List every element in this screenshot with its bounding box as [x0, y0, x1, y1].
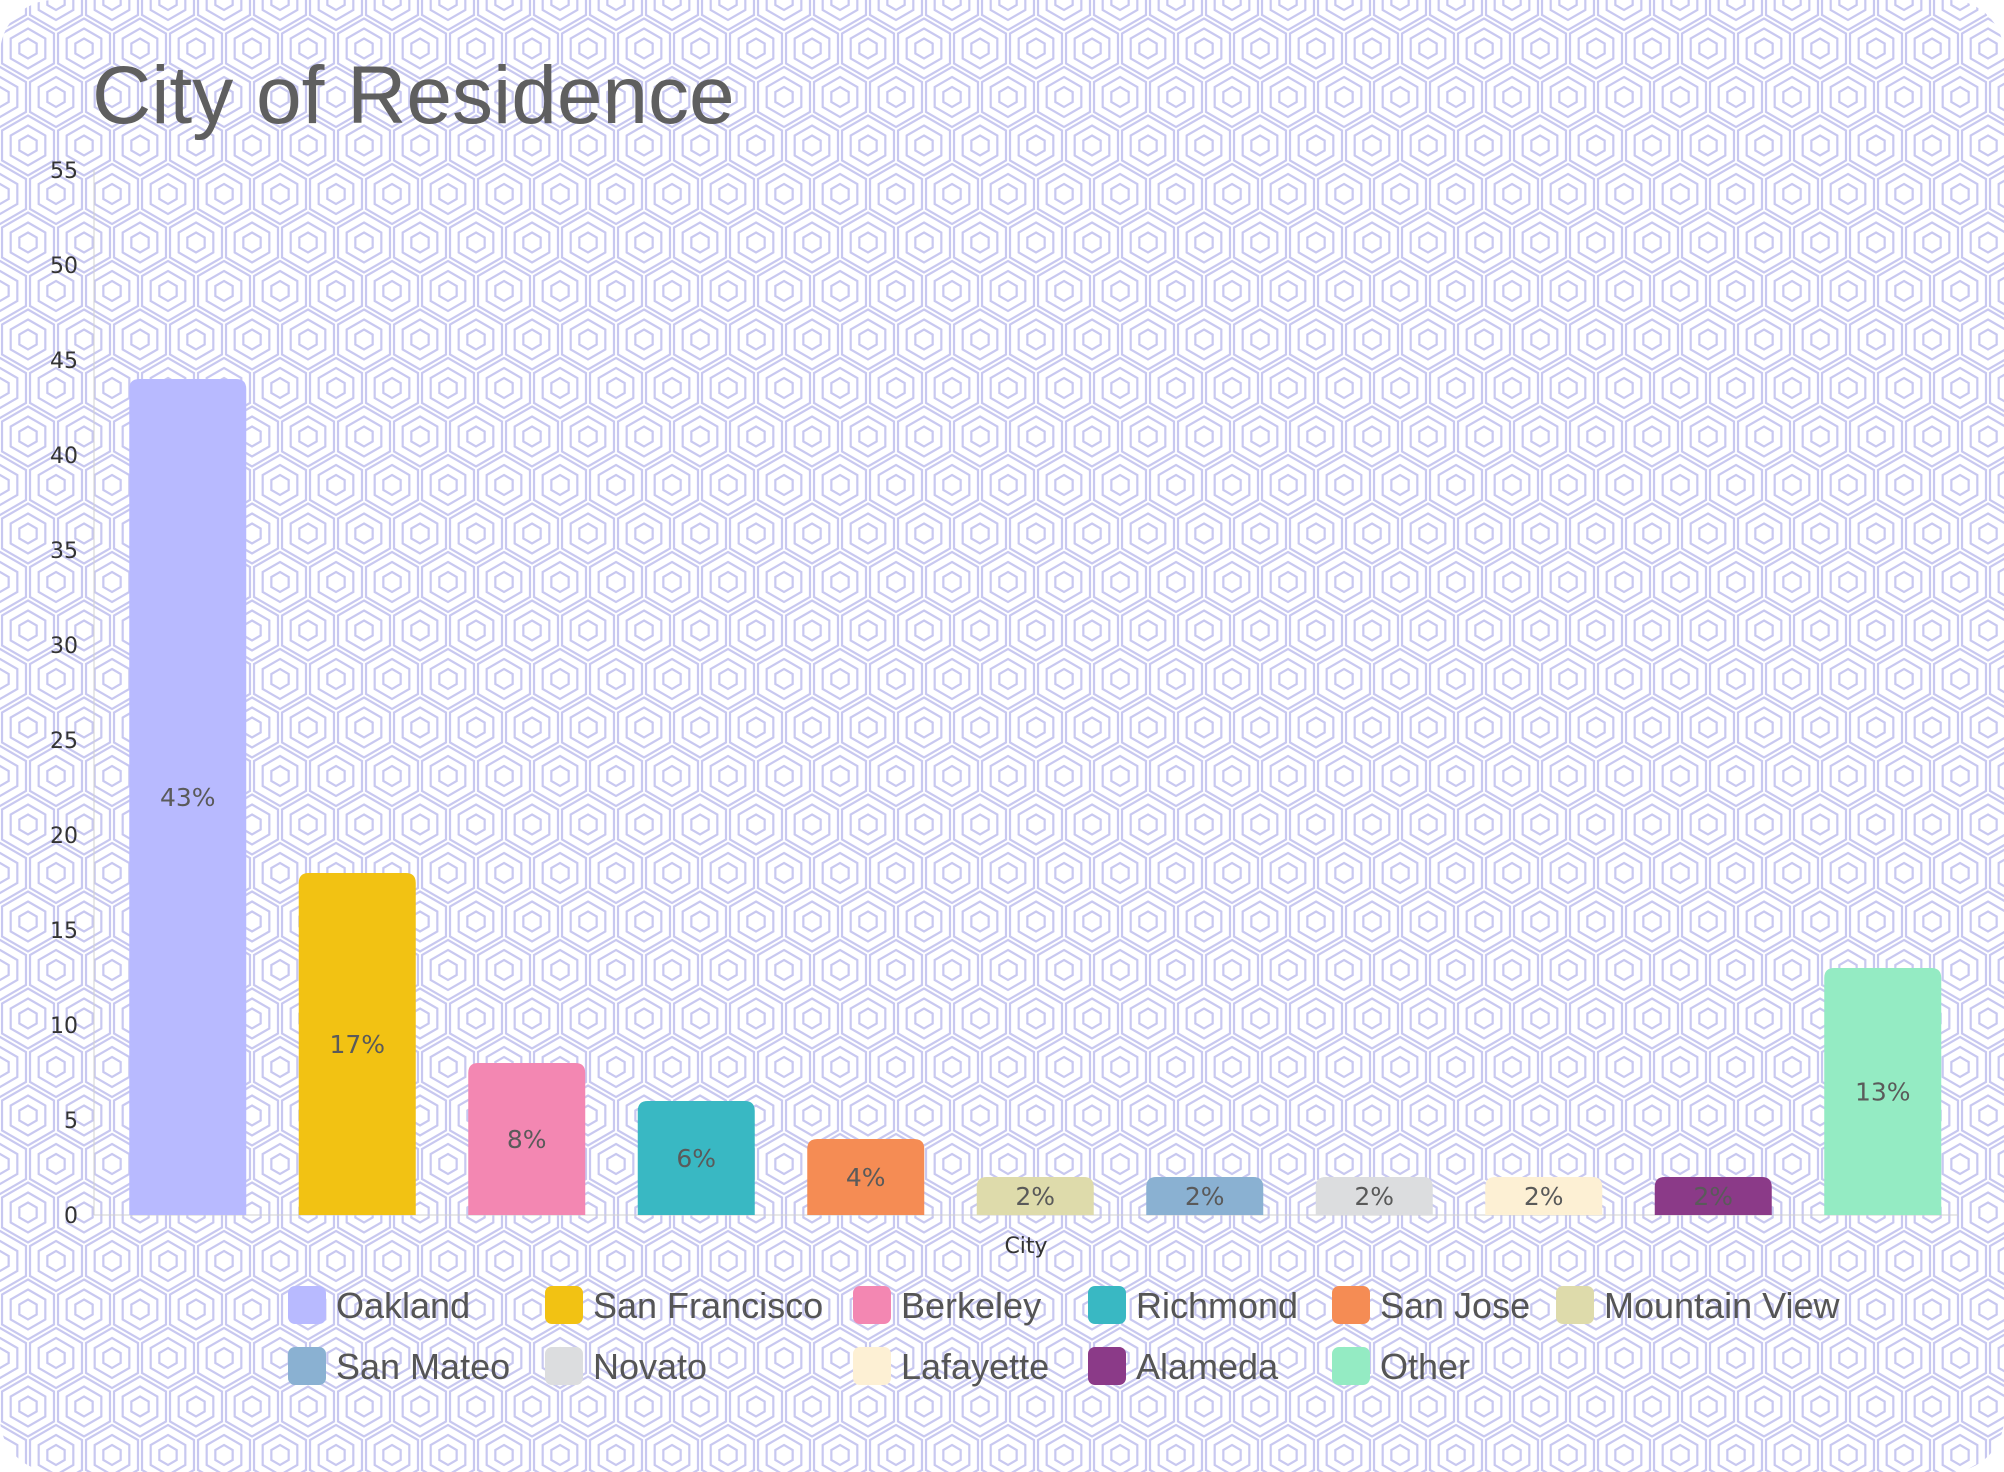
y-tick-label: 45 [50, 349, 78, 374]
legend-label: San Francisco [593, 1285, 823, 1326]
y-tick-label: 55 [50, 159, 78, 184]
legend-item-san-francisco[interactable]: San Francisco [545, 1285, 823, 1326]
data-label: 2% [1185, 1182, 1225, 1211]
legend-label: Novato [593, 1346, 707, 1387]
y-tick-label: 30 [50, 634, 78, 659]
data-label: 13% [1855, 1078, 1911, 1107]
legend-swatch [1332, 1286, 1370, 1324]
bar-berkeley [468, 1063, 586, 1215]
data-label: 17% [329, 1030, 385, 1059]
legend-label: Mountain View [1604, 1285, 1840, 1326]
bar-oakland [129, 379, 247, 1215]
legend-item-richmond[interactable]: Richmond [1088, 1285, 1298, 1326]
bar-novato [1315, 1177, 1433, 1215]
legend-label: San Jose [1380, 1285, 1530, 1326]
legend-swatch [1556, 1286, 1594, 1324]
y-tick-label: 0 [64, 1204, 78, 1229]
y-tick-label: 5 [64, 1109, 78, 1134]
legend-swatch [545, 1286, 583, 1324]
y-tick-label: 40 [50, 444, 78, 469]
data-label: 2% [1693, 1182, 1733, 1211]
legend-swatch [1332, 1347, 1370, 1385]
legend-item-san-mateo[interactable]: San Mateo [288, 1346, 510, 1387]
data-label: 2% [1015, 1182, 1055, 1211]
legend-label: Richmond [1136, 1285, 1298, 1326]
legend-item-san-jose[interactable]: San Jose [1332, 1285, 1530, 1326]
legend-swatch [1088, 1286, 1126, 1324]
legend-swatch [545, 1347, 583, 1385]
y-tick-label: 50 [50, 254, 78, 279]
bar-mountain-view [976, 1177, 1094, 1215]
data-label: 43% [160, 783, 216, 812]
legend-label: Other [1380, 1346, 1470, 1387]
bar-other [1824, 968, 1942, 1215]
legend-swatch [853, 1286, 891, 1324]
y-tick-label: 35 [50, 539, 78, 564]
data-label: 2% [1524, 1182, 1564, 1211]
bars [129, 379, 1942, 1215]
bar-san-jose [807, 1139, 925, 1215]
y-axis-ticks: 0 5 10 15 20 25 30 35 40 45 50 55 [50, 159, 78, 1229]
bar-lafayette [1485, 1177, 1603, 1215]
legend-label: Berkeley [901, 1285, 1041, 1326]
legend-item-novato[interactable]: Novato [545, 1346, 707, 1387]
bar-san-mateo [1146, 1177, 1264, 1215]
legend-swatch [1088, 1347, 1126, 1385]
legend-label: San Mateo [336, 1346, 510, 1387]
legend-item-mountain-view[interactable]: Mountain View [1556, 1285, 1840, 1326]
chart-title: City of Residence [92, 50, 735, 141]
y-tick-label: 15 [50, 919, 78, 944]
data-label: 4% [846, 1163, 886, 1192]
legend-item-lafayette[interactable]: Lafayette [853, 1346, 1049, 1387]
x-axis-label: City [1004, 1234, 1047, 1259]
bar-san-francisco [298, 873, 416, 1215]
legend-item-alameda[interactable]: Alameda [1088, 1346, 1279, 1387]
bar-alameda [1654, 1177, 1772, 1215]
bar-richmond [637, 1101, 755, 1215]
data-label: 2% [1354, 1182, 1394, 1211]
y-tick-label: 25 [50, 729, 78, 754]
legend-label: Lafayette [901, 1346, 1049, 1387]
legend-swatch [288, 1286, 326, 1324]
legend-item-berkeley[interactable]: Berkeley [853, 1285, 1041, 1326]
data-label: 8% [507, 1125, 547, 1154]
legend: Oakland San Francisco Berkeley Richmond San … [288, 1285, 1840, 1387]
legend-item-oakland[interactable]: Oakland [288, 1285, 470, 1326]
data-label: 6% [676, 1144, 716, 1173]
y-tick-label: 20 [50, 824, 78, 849]
data-labels: 43% 17% 8% 6% 4% 2% 2% 2% 2% 2% 13% [160, 783, 1911, 1211]
legend-item-other[interactable]: Other [1332, 1346, 1470, 1387]
legend-swatch [288, 1347, 326, 1385]
legend-label: Alameda [1136, 1346, 1279, 1387]
y-tick-label: 10 [50, 1014, 78, 1039]
legend-label: Oakland [336, 1285, 470, 1326]
legend-swatch [853, 1347, 891, 1385]
